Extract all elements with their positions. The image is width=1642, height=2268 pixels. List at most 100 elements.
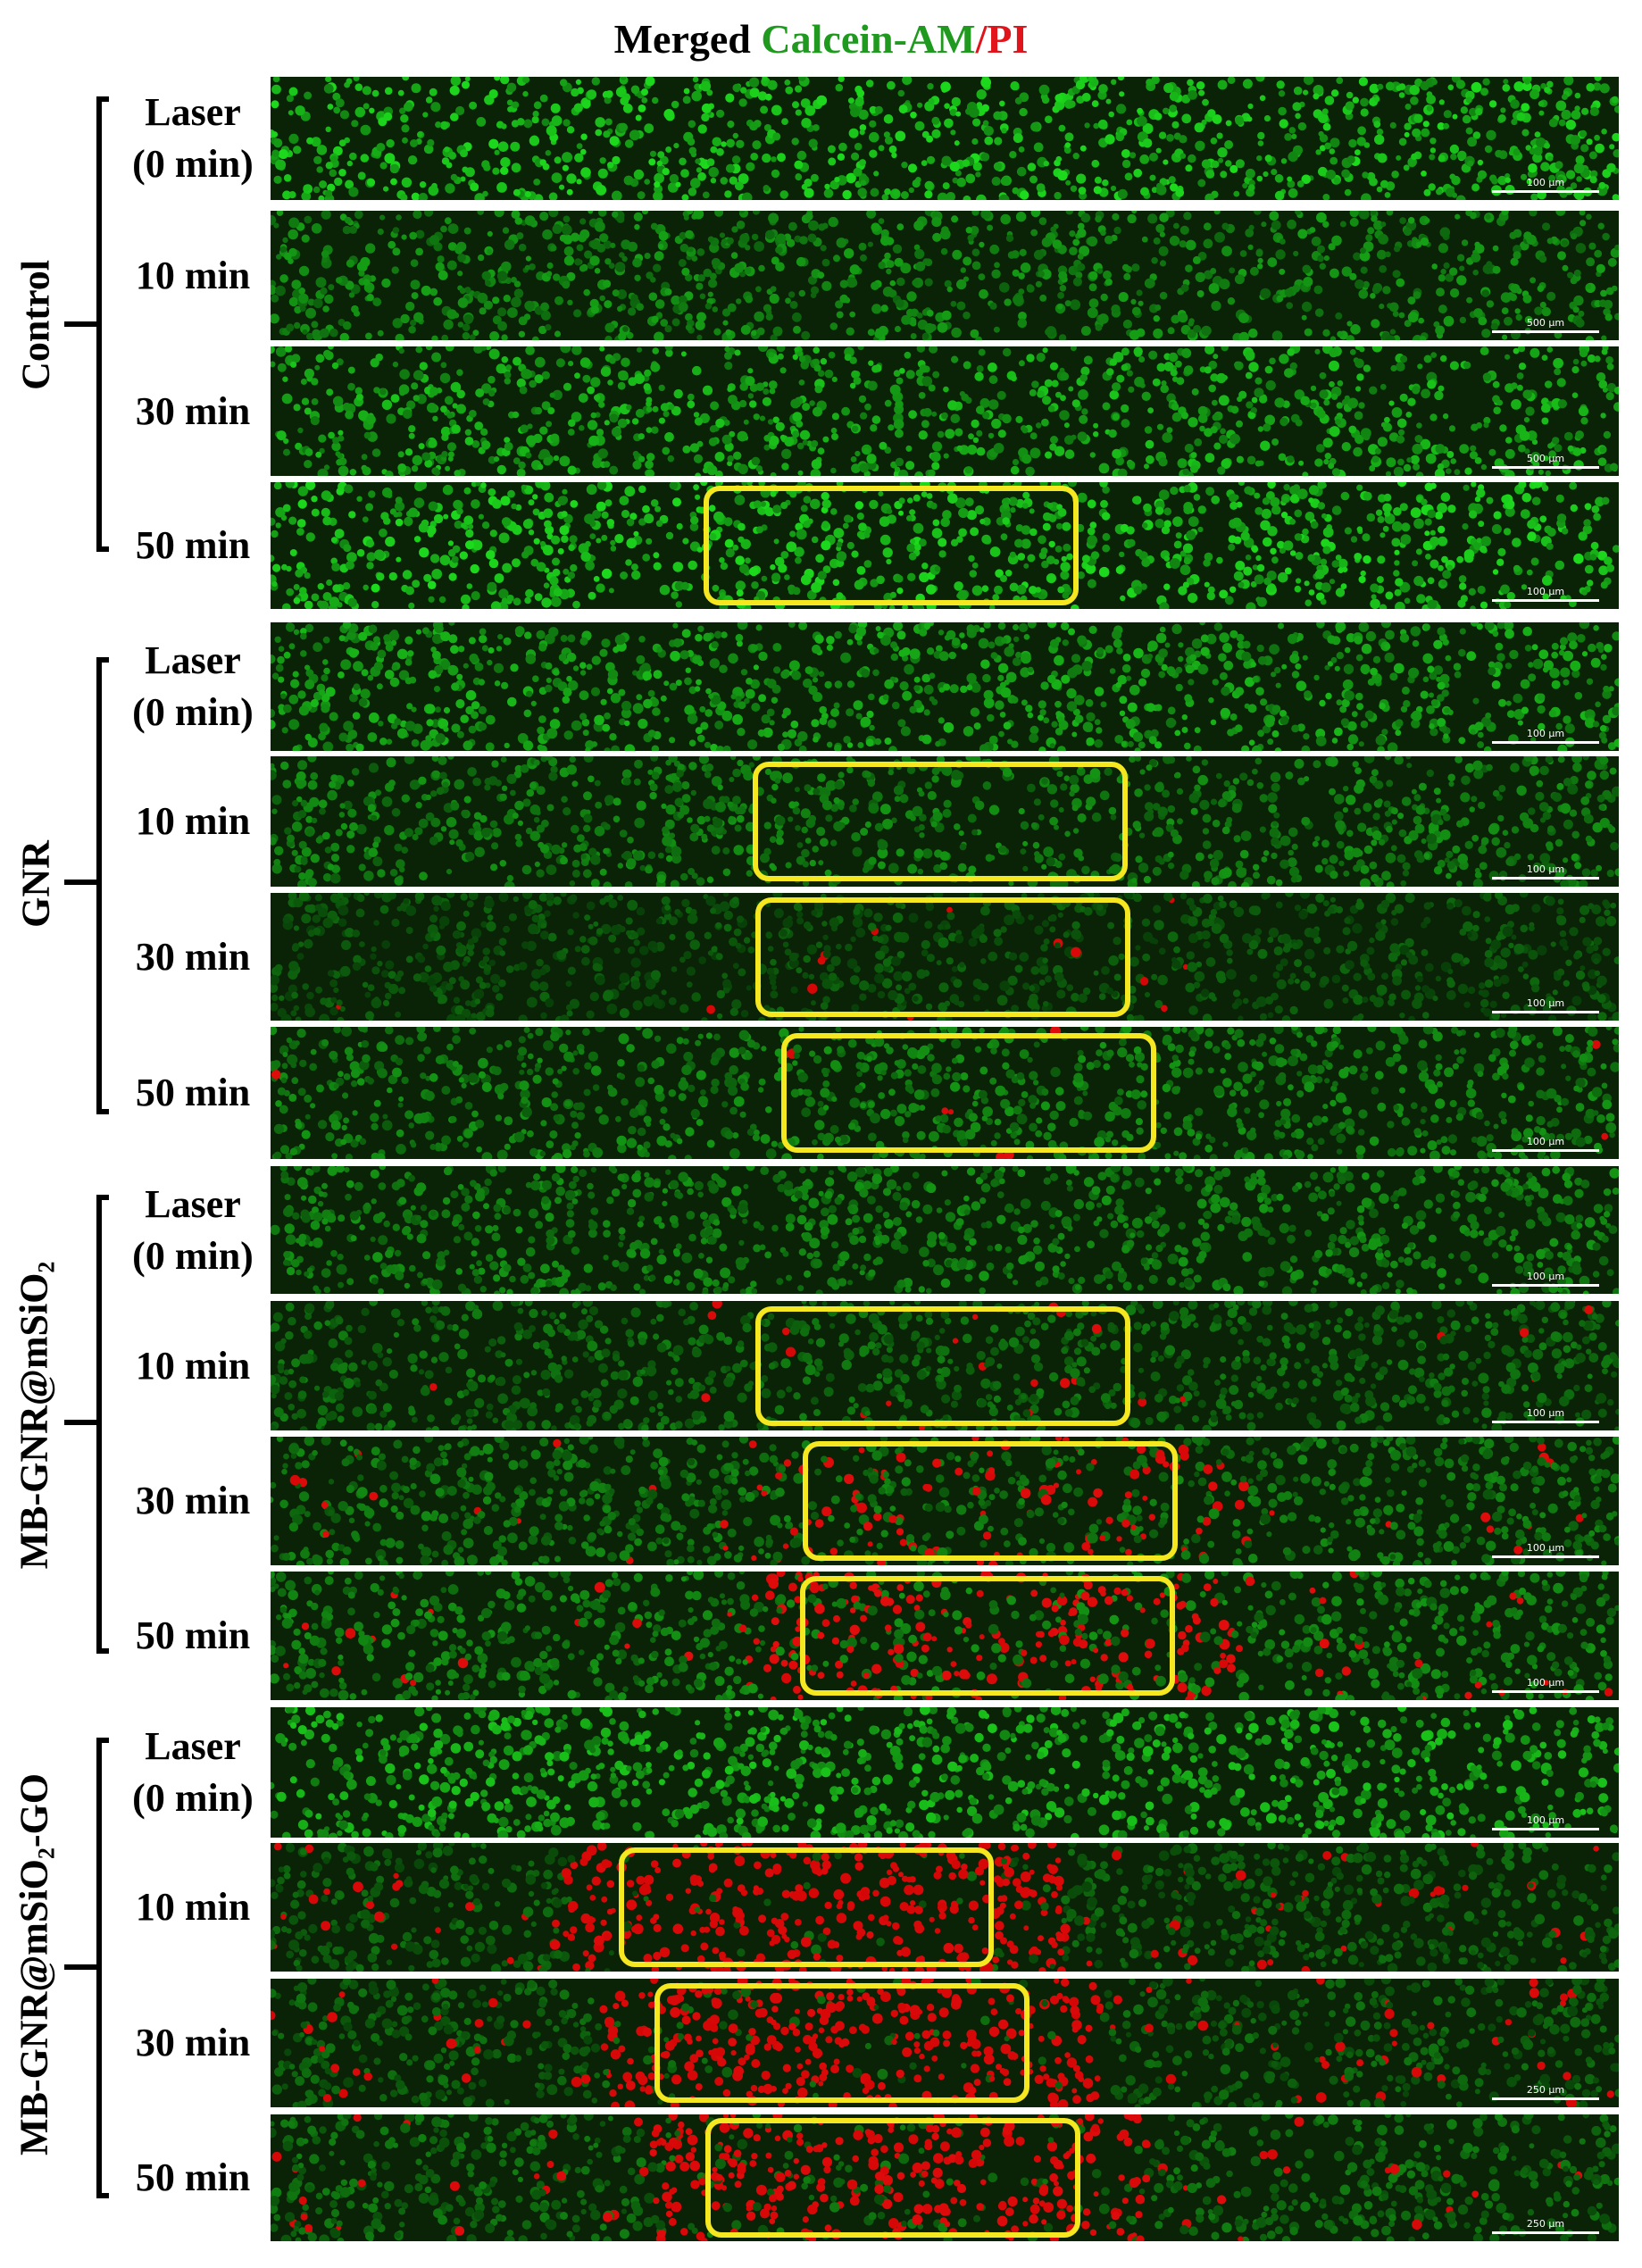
live-cell <box>1015 212 1027 222</box>
live-cell <box>724 442 734 452</box>
live-cell <box>469 409 477 418</box>
live-cell <box>1007 738 1013 745</box>
live-cell <box>983 126 994 137</box>
live-cell <box>599 157 606 164</box>
live-cell <box>283 651 291 659</box>
live-cell <box>614 534 624 544</box>
live-cell <box>1548 174 1556 182</box>
live-cell <box>1182 352 1188 358</box>
live-cell <box>1438 243 1448 254</box>
live-cell <box>429 235 440 246</box>
live-cell <box>325 126 331 132</box>
live-cell <box>1480 536 1492 546</box>
live-cell <box>466 583 473 589</box>
live-cell <box>839 294 848 304</box>
live-cell <box>1506 710 1515 718</box>
live-cell <box>1354 434 1364 445</box>
live-cell <box>338 671 345 679</box>
live-cell <box>813 124 820 131</box>
live-cell <box>1012 187 1020 195</box>
live-cell <box>702 385 713 396</box>
live-cell <box>566 188 573 196</box>
live-cell <box>928 384 936 392</box>
live-cell <box>1380 421 1388 428</box>
live-cell <box>1371 346 1383 353</box>
live-cell <box>696 312 706 322</box>
live-cell <box>462 331 471 340</box>
row-label-line1: 30 min <box>135 388 251 433</box>
live-cell <box>1484 746 1492 751</box>
live-cell <box>1223 661 1234 671</box>
live-cell <box>773 538 779 545</box>
live-cell <box>1385 471 1392 476</box>
live-cell <box>1117 468 1128 476</box>
live-cell <box>289 549 297 556</box>
live-cell <box>1443 122 1450 129</box>
live-cell <box>567 634 576 643</box>
live-cell <box>1264 414 1276 426</box>
live-cell <box>1554 560 1565 571</box>
live-cell <box>462 80 470 89</box>
live-cell <box>1055 522 1063 529</box>
live-cell <box>843 514 853 523</box>
live-cell <box>1254 574 1264 585</box>
live-cell <box>817 447 825 454</box>
live-cell <box>599 233 609 243</box>
live-cell <box>1036 353 1046 363</box>
live-cell <box>306 137 314 145</box>
live-cell <box>1400 355 1408 363</box>
live-cell <box>1350 536 1358 543</box>
live-cell <box>1270 496 1280 507</box>
live-cell <box>1219 589 1229 599</box>
live-cell <box>1331 235 1342 246</box>
live-cell <box>1385 251 1391 258</box>
live-cell <box>412 580 421 588</box>
live-cell <box>1255 687 1264 696</box>
live-cell <box>1167 706 1176 715</box>
live-cell <box>1435 511 1443 520</box>
live-cell <box>1562 264 1569 271</box>
live-cell <box>1421 171 1427 177</box>
live-cell <box>276 211 284 216</box>
live-cell <box>1371 285 1380 295</box>
live-cell <box>417 482 428 490</box>
live-cell <box>1519 430 1530 441</box>
live-cell <box>608 588 614 594</box>
live-cell <box>588 591 596 600</box>
group-name-go-subscript: 2 <box>33 1847 60 1860</box>
live-cell <box>314 364 321 371</box>
live-cell <box>1596 185 1608 196</box>
live-cell <box>365 332 372 340</box>
live-cell <box>295 105 305 116</box>
live-cell <box>497 321 507 331</box>
live-cell <box>1229 433 1240 445</box>
live-cell <box>1227 77 1236 84</box>
live-cell <box>971 211 979 216</box>
live-cell <box>768 213 779 224</box>
live-cell <box>349 225 357 234</box>
live-cell <box>1490 322 1498 330</box>
live-cell <box>295 569 304 578</box>
live-cell <box>723 517 733 527</box>
live-cell <box>1257 730 1264 738</box>
live-cell <box>1512 538 1521 547</box>
live-cell <box>311 223 322 234</box>
live-cell <box>1413 518 1424 529</box>
live-cell <box>643 383 651 391</box>
live-cell <box>1310 385 1317 392</box>
live-cell <box>1239 250 1247 257</box>
live-cell <box>832 579 840 587</box>
live-cell <box>321 257 328 263</box>
live-cell <box>752 140 762 150</box>
live-cell <box>1581 589 1588 596</box>
live-cell <box>868 360 874 366</box>
live-cell <box>1337 330 1344 338</box>
live-cell <box>1240 531 1250 541</box>
live-cell <box>727 237 734 245</box>
live-cell <box>846 742 854 748</box>
live-cell <box>850 107 860 118</box>
live-cell <box>712 306 719 313</box>
live-cell <box>669 482 679 490</box>
live-cell <box>1263 423 1271 432</box>
live-cell <box>730 252 738 259</box>
